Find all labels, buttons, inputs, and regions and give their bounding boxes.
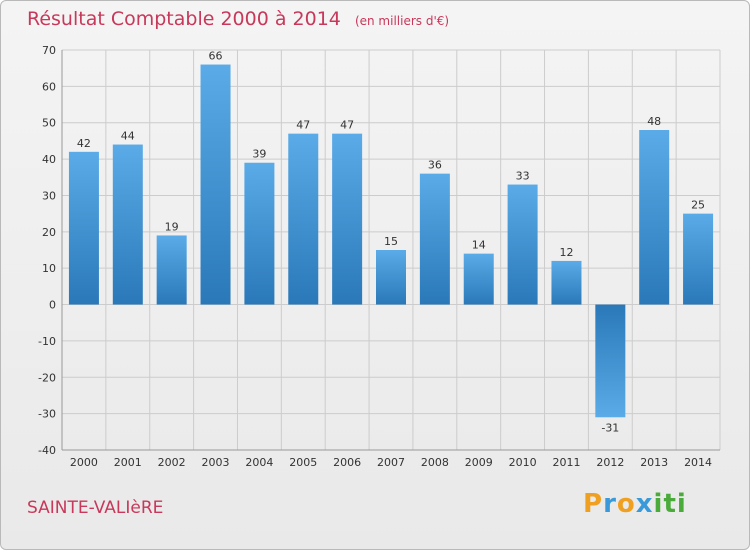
y-tick-label: 50 bbox=[42, 117, 56, 130]
logo-letter: i bbox=[653, 489, 664, 519]
value-label: 42 bbox=[77, 137, 91, 150]
x-tick-label: 2009 bbox=[465, 456, 493, 469]
proxiti-logo: Proxiti bbox=[583, 489, 687, 519]
value-label: 48 bbox=[647, 115, 661, 128]
y-tick-label: 0 bbox=[49, 299, 56, 312]
y-tick-label: 70 bbox=[42, 44, 56, 57]
y-tick-label: -30 bbox=[38, 408, 56, 421]
bar-2002 bbox=[156, 235, 187, 305]
x-tick-label: 2011 bbox=[552, 456, 580, 469]
chart-title-text: Résultat Comptable 2000 à 2014 bbox=[27, 8, 341, 30]
y-tick-label: 40 bbox=[42, 153, 56, 166]
value-label: 14 bbox=[472, 239, 486, 252]
y-tick-label: -10 bbox=[38, 335, 56, 348]
value-label: 25 bbox=[691, 199, 705, 212]
logo-letter: x bbox=[635, 489, 654, 519]
logo-letter: i bbox=[676, 489, 687, 519]
value-label: 47 bbox=[296, 119, 310, 132]
x-tick-label: 2003 bbox=[202, 456, 230, 469]
x-tick-label: 2000 bbox=[70, 456, 98, 469]
x-tick-label: 2010 bbox=[509, 456, 537, 469]
y-tick-label: 10 bbox=[42, 262, 56, 275]
bar-2001 bbox=[112, 144, 143, 305]
logo-letter: P bbox=[583, 489, 604, 519]
bar-2013 bbox=[639, 130, 670, 305]
bar-2011 bbox=[551, 260, 582, 305]
x-tick-label: 2004 bbox=[245, 456, 273, 469]
value-label: 44 bbox=[121, 130, 135, 143]
bar-2004 bbox=[244, 162, 275, 305]
bar-2012 bbox=[595, 304, 626, 418]
x-tick-label: 2005 bbox=[289, 456, 317, 469]
x-tick-label: 2007 bbox=[377, 456, 405, 469]
chart-subtitle: (en milliers d'€) bbox=[354, 14, 450, 28]
bars bbox=[68, 64, 714, 418]
y-tick-label: 20 bbox=[42, 226, 56, 239]
logo-letter: r bbox=[603, 489, 617, 519]
value-label: 66 bbox=[209, 50, 223, 63]
x-tick-label: 2002 bbox=[158, 456, 186, 469]
chart-title: Résultat Comptable 2000 à 2014 (en milli… bbox=[27, 8, 449, 30]
location-label: SAINTE-VALIèRE bbox=[27, 498, 164, 518]
value-label: 33 bbox=[516, 170, 530, 183]
x-tick-label: 2001 bbox=[114, 456, 142, 469]
logo-letter: o bbox=[616, 489, 636, 519]
x-tick-label: 2013 bbox=[640, 456, 668, 469]
bar-2010 bbox=[507, 184, 538, 305]
value-label: -31 bbox=[601, 421, 619, 434]
bar-2006 bbox=[332, 133, 363, 305]
bar-2009 bbox=[463, 253, 494, 305]
y-tick-label: -20 bbox=[38, 371, 56, 384]
bar-2005 bbox=[288, 133, 319, 305]
logo-letter: t bbox=[663, 489, 677, 519]
value-label: 39 bbox=[252, 148, 266, 161]
y-tick-label: 60 bbox=[42, 80, 56, 93]
bar-2014 bbox=[683, 213, 714, 305]
bar-2003 bbox=[200, 64, 231, 305]
x-tick-label: 2006 bbox=[333, 456, 361, 469]
bar-2007 bbox=[376, 250, 406, 305]
value-labels: 42 44 19 66 39 47 47 15 36 14 33 12 -31 48 25 bbox=[77, 50, 705, 435]
bar-2008 bbox=[419, 173, 450, 305]
bar-2000 bbox=[68, 151, 99, 305]
value-label: 47 bbox=[340, 119, 354, 132]
value-label: 12 bbox=[559, 246, 573, 259]
value-label: 15 bbox=[384, 235, 398, 248]
x-tick-label: 2014 bbox=[684, 456, 712, 469]
x-tick-label: 2008 bbox=[421, 456, 449, 469]
value-label: 36 bbox=[428, 159, 442, 172]
y-tick-label: 30 bbox=[42, 189, 56, 202]
y-tick-label: -40 bbox=[38, 444, 56, 457]
x-tick-label: 2012 bbox=[596, 456, 624, 469]
value-label: 19 bbox=[165, 220, 179, 233]
